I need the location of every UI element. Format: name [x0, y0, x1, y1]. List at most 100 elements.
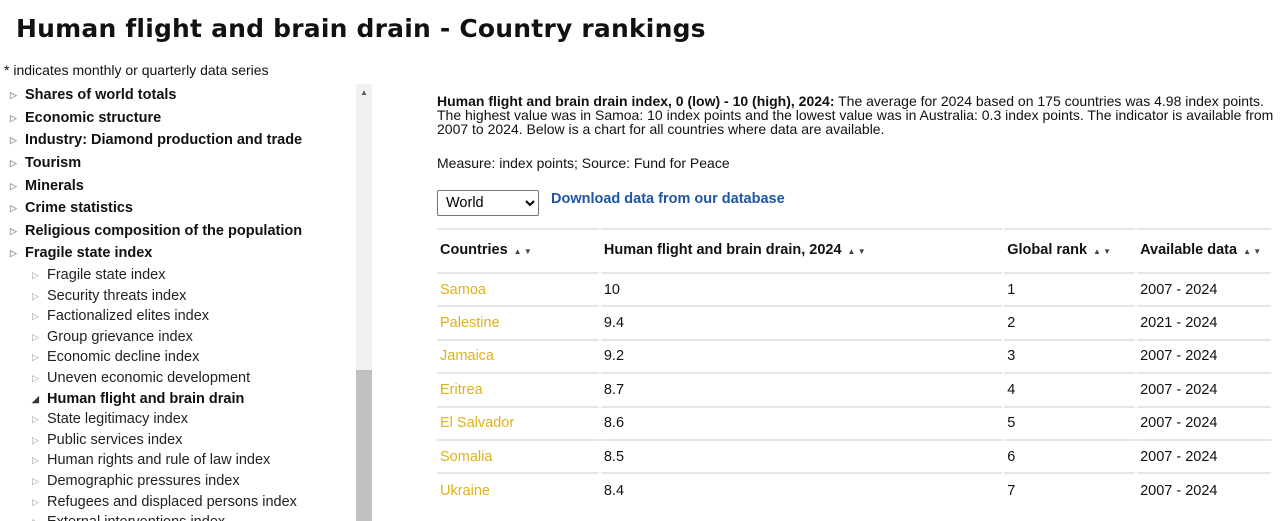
- column-header[interactable]: Human flight and brain drain, 2024 ▲ ▼: [599, 228, 1005, 273]
- sort-icon[interactable]: ▲ ▼: [1243, 247, 1262, 256]
- column-label: Countries: [440, 242, 508, 258]
- sidebar-subitem[interactable]: ▷ Security threats index: [0, 285, 356, 306]
- sidebar-item-label: Shares of world totals: [25, 87, 177, 104]
- sidebar-item-label: Religious composition of the population: [25, 222, 303, 239]
- country-link[interactable]: Ukraine: [437, 472, 601, 507]
- sidebar-subitem-label: Refugees and displaced persons index: [47, 493, 297, 510]
- table-row: Eritrea 8.7 4 2007 - 2024: [437, 372, 1273, 407]
- table-row: Samoa 10 1 2007 - 2024: [437, 271, 1273, 307]
- sort-icon[interactable]: ▲ ▼: [1093, 247, 1112, 256]
- sidebar-subitem-label: Uneven economic development: [47, 370, 251, 387]
- expand-icon: ▷: [32, 352, 39, 363]
- expand-icon: ▷: [32, 373, 39, 384]
- region-select[interactable]: World: [437, 190, 539, 216]
- rank-cell: 3: [1003, 338, 1138, 374]
- expand-icon: ▷: [10, 180, 17, 191]
- description-text: The average for 2024 based on 175 countr…: [437, 93, 1274, 137]
- expand-icon: ▷: [10, 203, 17, 214]
- scrollbar-thumb[interactable]: [356, 370, 372, 521]
- expand-icon: ▷: [10, 112, 17, 123]
- main-content: Human flight and brain drain index, 0 (l…: [437, 94, 1277, 507]
- expand-icon: ▷: [32, 496, 39, 507]
- sidebar-subitem[interactable]: ▷ Public services index: [0, 430, 356, 451]
- scroll-up-icon[interactable]: ▲: [360, 88, 368, 97]
- sidebar-subitem[interactable]: ▷ Human rights and rule of law index: [0, 450, 356, 471]
- rank-cell: 2: [1003, 305, 1138, 340]
- country-link[interactable]: Samoa: [437, 271, 601, 307]
- sidebar-item[interactable]: ▷ Fragile state index: [0, 242, 356, 265]
- sidebar-item[interactable]: ▷ Crime statistics: [0, 197, 356, 220]
- sidebar-subitem[interactable]: ▷ Group grievance index: [0, 327, 356, 348]
- table-row: Palestine 9.4 2 2021 - 2024: [437, 305, 1273, 340]
- sidebar-item-label: Fragile state index: [25, 245, 153, 262]
- sidebar-subitem-label: External interventions index: [47, 512, 225, 521]
- rank-cell: 1: [1003, 271, 1138, 307]
- sidebar-item-label: Crime statistics: [25, 200, 133, 217]
- sidebar-subitem[interactable]: ▷ Factionalized elites index: [0, 306, 356, 327]
- country-link[interactable]: Eritrea: [437, 372, 601, 407]
- description: Human flight and brain drain index, 0 (l…: [437, 94, 1277, 136]
- sidebar-subitem[interactable]: ▷ Refugees and displaced persons index: [0, 491, 356, 512]
- measure-source: Measure: index points; Source: Fund for …: [437, 155, 730, 171]
- table-row: Somalia 8.5 6 2007 - 2024: [437, 438, 1273, 474]
- country-link[interactable]: El Salvador: [437, 405, 601, 440]
- sidebar-item-label: Industry: Diamond production and trade: [25, 132, 303, 149]
- sidebar-item[interactable]: ▷ Religious composition of the population: [0, 220, 356, 243]
- country-link[interactable]: Palestine: [437, 305, 601, 340]
- column-header[interactable]: Global rank ▲ ▼: [1003, 228, 1138, 273]
- expand-icon: ▷: [32, 475, 39, 486]
- expand-icon: ▷: [10, 135, 17, 146]
- sidebar-item[interactable]: ▷ Economic structure: [0, 107, 356, 130]
- value-cell: 8.5: [599, 438, 1005, 474]
- sidebar-item[interactable]: ▷ Tourism: [0, 152, 356, 175]
- rank-cell: 6: [1003, 438, 1138, 474]
- sidebar-item-label: Tourism: [25, 155, 82, 172]
- sidebar-subitem[interactable]: ◢ Human flight and brain drain: [0, 388, 356, 409]
- country-link[interactable]: Somalia: [437, 438, 601, 474]
- expand-icon: ▷: [32, 290, 39, 301]
- table-row: El Salvador 8.6 5 2007 - 2024: [437, 405, 1273, 440]
- value-cell: 8.6: [599, 405, 1005, 440]
- sidebar-subitem[interactable]: ▷ Fragile state index: [0, 265, 356, 286]
- sidebar-subitem[interactable]: ▷ Uneven economic development: [0, 368, 356, 389]
- sort-icon[interactable]: ▲ ▼: [513, 247, 532, 256]
- column-header[interactable]: Countries ▲ ▼: [437, 228, 601, 273]
- sidebar-item[interactable]: ▷ Shares of world totals: [0, 84, 356, 107]
- sidebar-item[interactable]: ▷ Minerals: [0, 174, 356, 197]
- country-link[interactable]: Jamaica: [437, 338, 601, 374]
- sidebar-subitem-label: Fragile state index: [47, 267, 166, 284]
- column-label: Global rank: [1007, 242, 1088, 258]
- sidebar-item-label: Economic structure: [25, 109, 162, 126]
- sidebar-subitem-label: Factionalized elites index: [47, 308, 210, 325]
- sidebar-scrollbar[interactable]: ▲: [356, 84, 372, 521]
- sidebar-subitem-label: Group grievance index: [47, 328, 193, 345]
- available-data-cell: 2007 - 2024: [1136, 438, 1273, 474]
- column-header[interactable]: Available data ▲ ▼: [1136, 228, 1273, 273]
- sidebar-subitem-label: Human rights and rule of law index: [47, 452, 271, 469]
- download-data-link[interactable]: Download data from our database: [551, 191, 785, 207]
- sidebar-subitem[interactable]: ▷ Economic decline index: [0, 347, 356, 368]
- sidebar-subitem[interactable]: ▷ State legitimacy index: [0, 409, 356, 430]
- sidebar-subitem[interactable]: ▷External interventions index: [0, 512, 356, 521]
- available-data-cell: 2007 - 2024: [1136, 338, 1273, 374]
- expand-icon: ▷: [32, 455, 39, 466]
- rank-cell: 5: [1003, 405, 1138, 440]
- expanded-icon: ◢: [32, 393, 39, 404]
- sidebar-subitem[interactable]: ▷ Demographic pressures index: [0, 471, 356, 492]
- sidebar-subitem-label: Public services index: [47, 431, 183, 448]
- rankings-table: Countries ▲ ▼ Human flight and brain drain…: [437, 228, 1273, 507]
- page-title: Human flight and brain drain - Country r…: [16, 14, 706, 43]
- sort-icon[interactable]: ▲ ▼: [847, 247, 866, 256]
- expand-icon: ▷: [10, 248, 17, 259]
- rank-cell: 7: [1003, 472, 1138, 507]
- rank-cell: 4: [1003, 372, 1138, 407]
- value-cell: 8.4: [599, 472, 1005, 507]
- table-row: Ukraine 8.4 7 2007 - 2024: [437, 472, 1273, 507]
- available-data-cell: 2007 - 2024: [1136, 372, 1273, 407]
- column-label: Available data: [1140, 242, 1238, 258]
- sidebar-item[interactable]: ▷ Industry: Diamond production and trade: [0, 129, 356, 152]
- table-row: Jamaica 9.2 3 2007 - 2024: [437, 338, 1273, 374]
- sidebar-item-label: Minerals: [25, 177, 84, 194]
- available-data-cell: 2007 - 2024: [1136, 271, 1273, 307]
- column-label: Human flight and brain drain, 2024: [603, 242, 842, 258]
